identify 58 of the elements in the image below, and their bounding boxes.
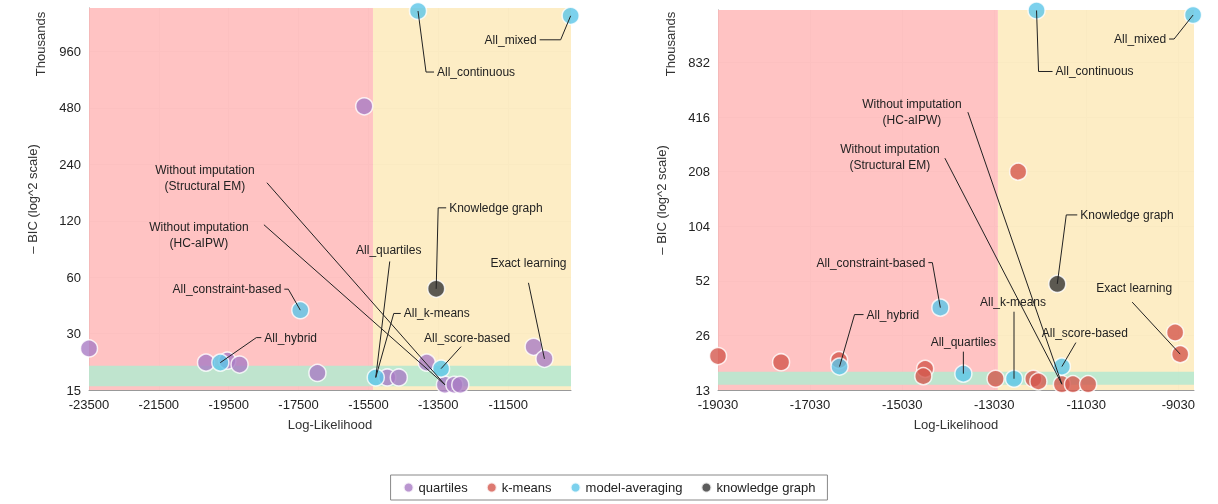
legend-label: model-averaging (585, 480, 683, 495)
y-tick-label: 416 (688, 109, 710, 125)
x-axis-title: Log-Likelihood (913, 417, 999, 432)
annotation: All_quartiles (930, 334, 997, 349)
y-axis-title: – BIC (log^2 scale) (25, 144, 40, 254)
x-tick-label: -11500 (488, 397, 528, 412)
y-tick-label: 208 (688, 164, 710, 180)
y-tick-label: 15 (66, 382, 81, 398)
annotation: All_constraint-based (172, 282, 282, 297)
x-tick-label: -23500 (68, 397, 110, 412)
x-tick-label: -17030 (789, 397, 831, 412)
annotation: All_hybrid (264, 330, 318, 345)
annotation: All_score-based (424, 330, 511, 345)
x-tick-label: -21500 (138, 397, 180, 412)
annotation: All_continuous (1055, 64, 1134, 79)
y-tick-label: 13 (695, 382, 710, 398)
x-tick-label: -13030 (973, 397, 1015, 412)
annotation: All_k-means (403, 306, 470, 321)
y-tick-label: 60 (66, 269, 81, 285)
annotation: All_hybrid (866, 307, 920, 322)
annotation: All_mixed (484, 32, 537, 47)
annotation: All_constraint-based (816, 255, 926, 270)
y-tick-label: 832 (688, 54, 710, 70)
x-tick-label: -17500 (278, 397, 319, 412)
x-tick-label: -15500 (348, 397, 389, 412)
y-tick-label: 104 (688, 218, 710, 234)
text: Thousands (662, 11, 678, 77)
x-tick-label: -19030 (697, 397, 739, 412)
annotation: Without imputation (Structural EM) (840, 142, 940, 173)
x-tick-label: -13500 (418, 397, 459, 412)
text: Thousands (32, 11, 48, 77)
annotation: All_score-based (1041, 325, 1128, 340)
y-tick-label: 240 (59, 156, 81, 172)
y-tick-label: 480 (59, 100, 81, 116)
annotation: Exact learning (490, 255, 567, 270)
y-tick-label: 30 (66, 326, 81, 342)
annotation: All_mixed (1114, 32, 1167, 47)
annotation: Without imputation (HC-aIPW) (149, 219, 249, 250)
y-axis-title: – BIC (log^2 scale) (654, 145, 669, 255)
x-tick-label: -9030 (1161, 397, 1195, 412)
legend-label: k-means (501, 480, 553, 495)
y-tick-label: 26 (695, 327, 710, 343)
x-tick-label: -11030 (1066, 397, 1107, 412)
annotation: Knowledge graph (449, 200, 543, 215)
y-tick-label: 960 (59, 44, 81, 60)
y-tick-label: 52 (695, 273, 710, 289)
legend-label: knowledge graph (716, 480, 816, 495)
x-axis-title: Log-Likelihood (287, 417, 373, 432)
annotation: All_continuous (437, 65, 516, 80)
annotation: Knowledge graph (1080, 207, 1174, 222)
x-tick-label: -19500 (208, 397, 249, 412)
annotation: All_quartiles (356, 243, 422, 258)
y-tick-label: 120 (59, 213, 81, 229)
annotation: Without imputation (HC-aIPW) (862, 97, 962, 128)
legend-label: quartiles (418, 480, 469, 495)
annotation: Without imputation (Structural EM) (155, 162, 255, 193)
x-tick-label: -15030 (881, 397, 923, 412)
annotation: Exact learning (1096, 281, 1173, 296)
